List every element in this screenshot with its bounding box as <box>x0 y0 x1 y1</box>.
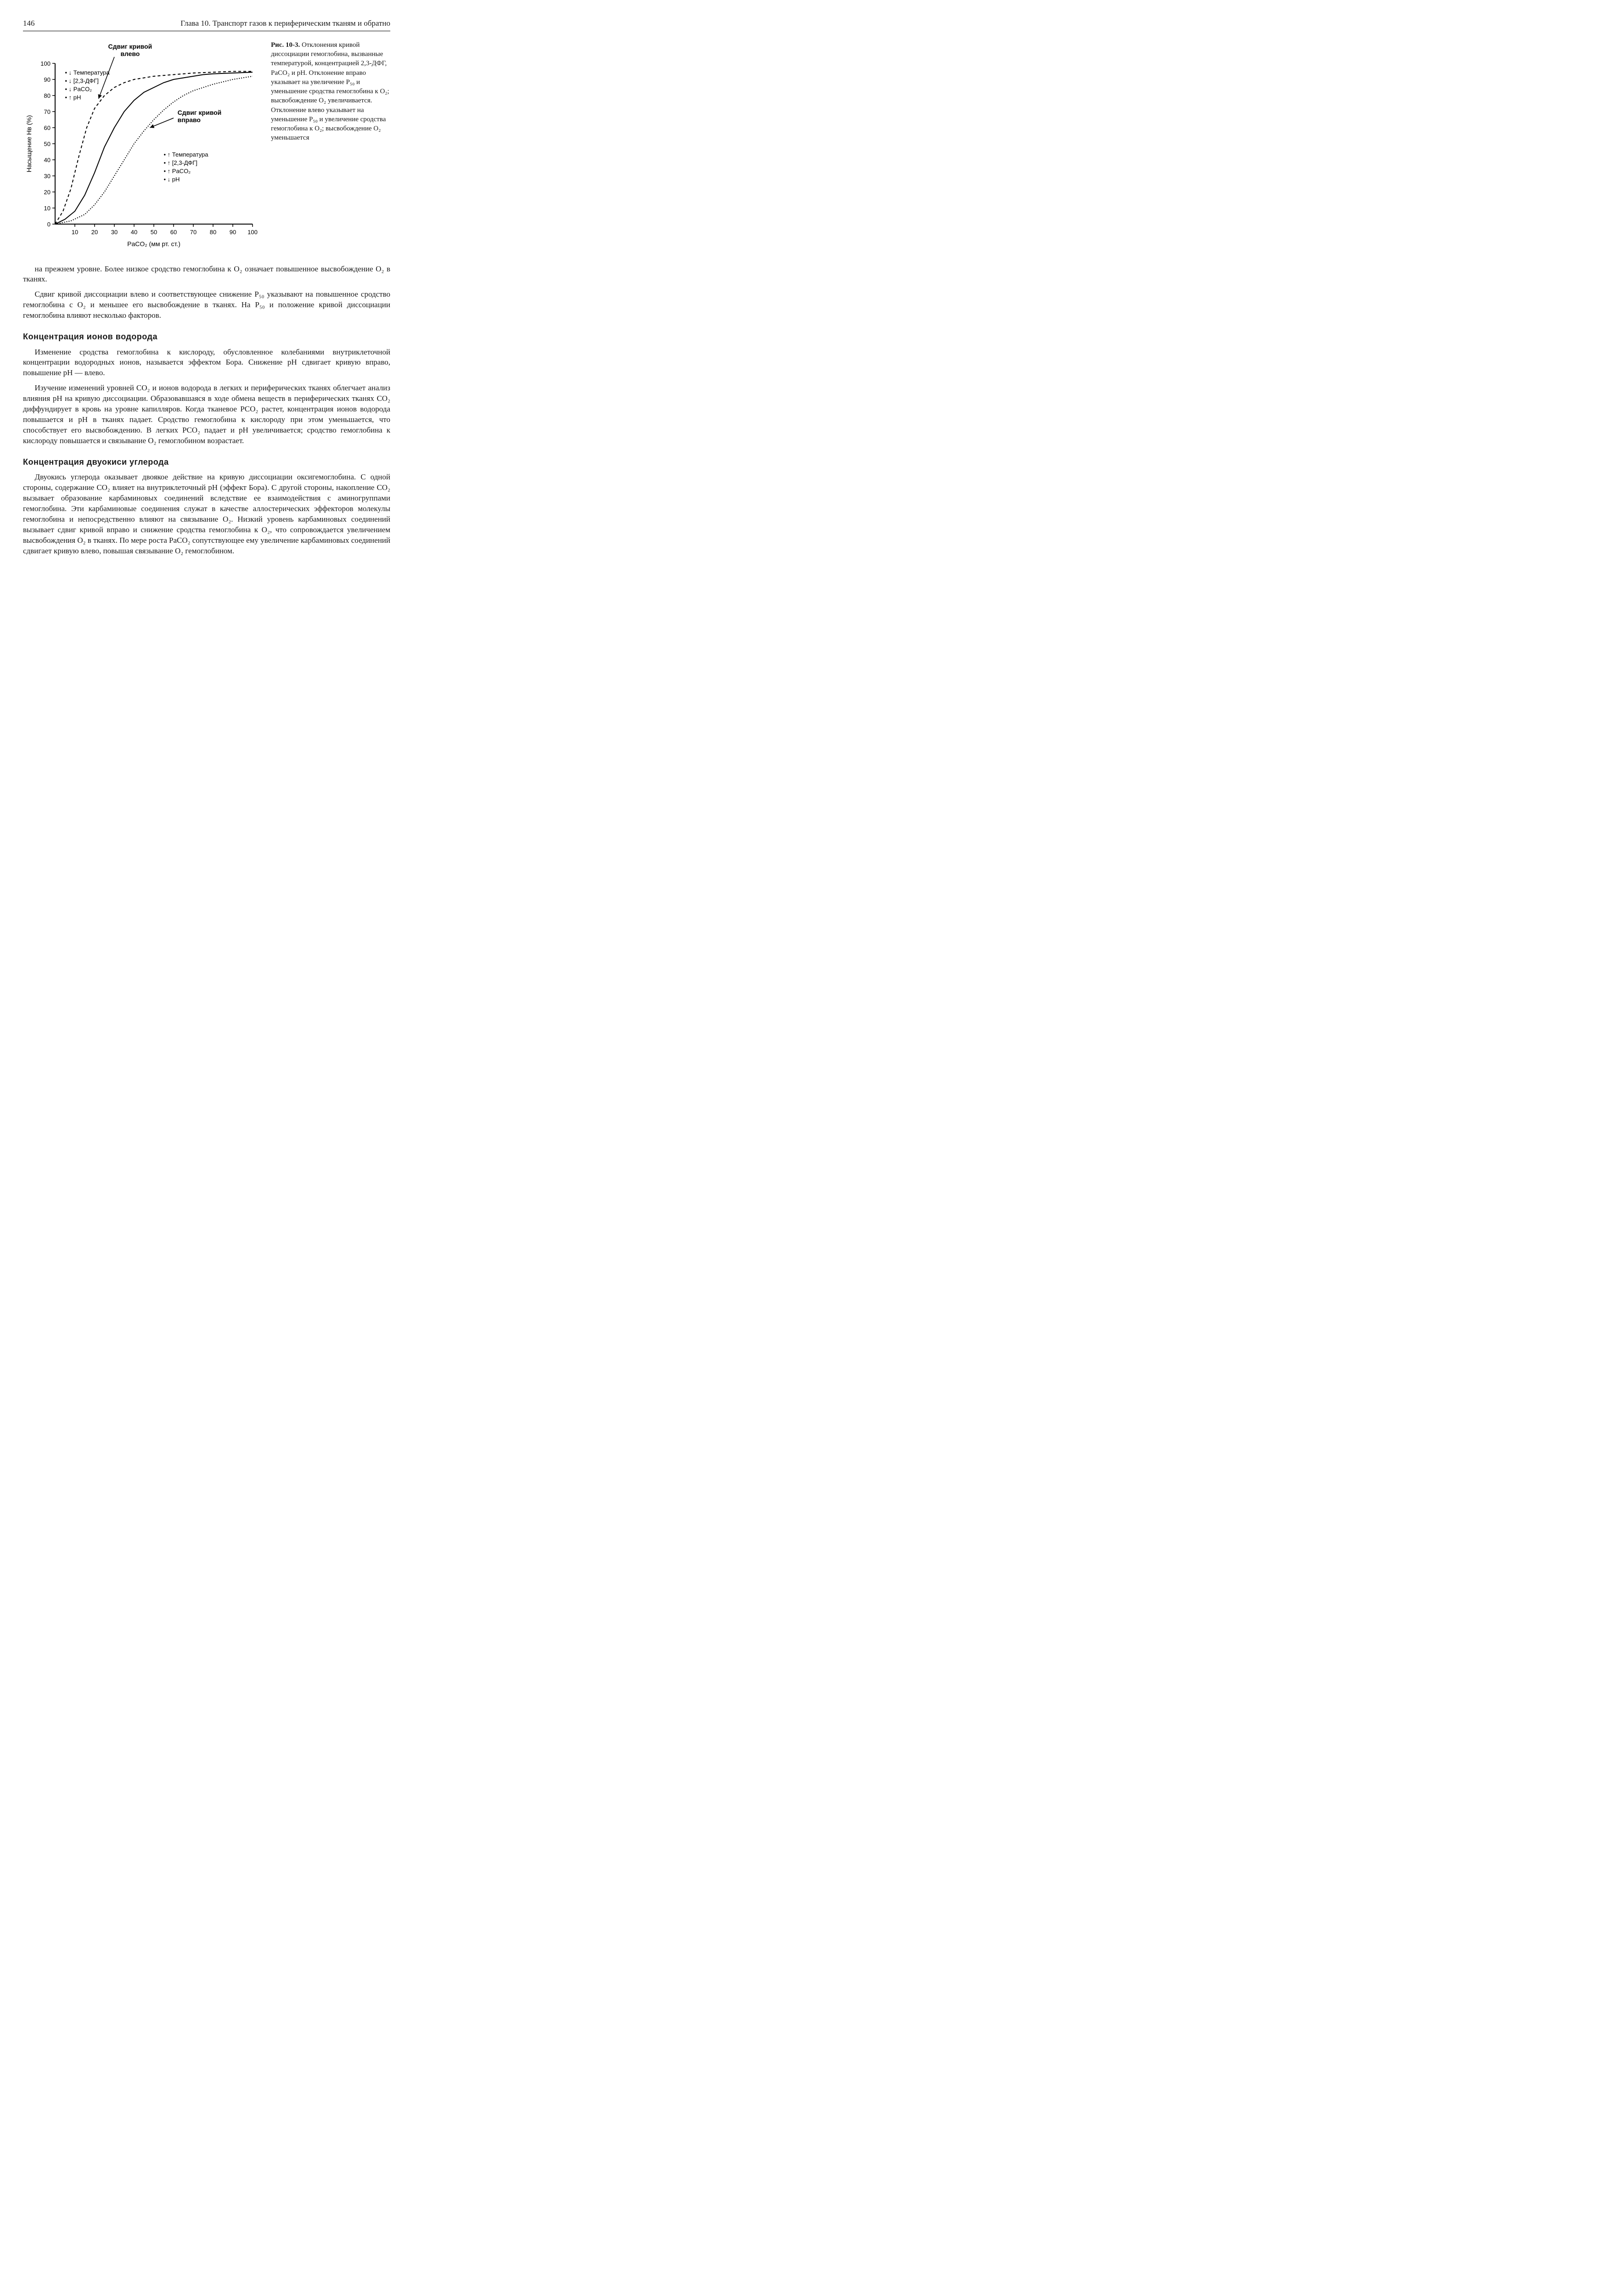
svg-text:60: 60 <box>170 229 177 236</box>
svg-text:Сдвиг кривой: Сдвиг кривой <box>178 109 222 116</box>
paragraph: Изменение сродства гемоглобина к кислоро… <box>23 347 390 379</box>
svg-text:• ↑ Температура: • ↑ Температура <box>164 151 209 158</box>
svg-text:0: 0 <box>47 221 51 228</box>
svg-text:40: 40 <box>131 229 137 236</box>
svg-text:• ↑ pH: • ↑ pH <box>65 94 81 101</box>
figure-caption-text: Отклонения кривой диссоциации гемоглобин… <box>271 41 389 142</box>
svg-text:100: 100 <box>40 60 51 67</box>
paragraph: на прежнем уровне. Более низкое сродство… <box>23 264 390 285</box>
chapter-title: Глава 10. Транспорт газов к периферическ… <box>180 18 390 29</box>
svg-text:10: 10 <box>72 229 78 236</box>
svg-text:Сдвиг кривой: Сдвиг кривой <box>108 43 152 50</box>
svg-text:20: 20 <box>44 189 51 196</box>
dissociation-curve-chart: 0 10 20 30 40 50 60 70 80 90 100 10 20 30 40 50 60 70 80 90… <box>23 40 262 252</box>
svg-text:PaCO₂ (мм рт. ст.): PaCO₂ (мм рт. ст.) <box>127 240 180 248</box>
svg-text:60: 60 <box>44 124 51 131</box>
svg-text:вправо: вправо <box>178 116 201 124</box>
svg-text:• ↑ PaCO₂: • ↑ PaCO₂ <box>164 168 191 174</box>
section-heading: Концентрация двуокиси углерода <box>23 456 390 467</box>
svg-text:50: 50 <box>44 141 51 147</box>
svg-text:• ↑ [2,3-ДФГ]: • ↑ [2,3-ДФГ] <box>164 159 197 166</box>
svg-text:• ↓ [2,3-ДФГ]: • ↓ [2,3-ДФГ] <box>65 77 99 84</box>
svg-text:70: 70 <box>44 108 51 115</box>
chart-container: 0 10 20 30 40 50 60 70 80 90 100 10 20 30 40 50 60 70 80 90… <box>23 40 262 255</box>
svg-text:• ↓ PaCO₂: • ↓ PaCO₂ <box>65 85 92 92</box>
body-text: на прежнем уровне. Более низкое сродство… <box>23 264 390 557</box>
svg-text:40: 40 <box>44 157 51 163</box>
page-number: 146 <box>23 18 35 29</box>
svg-text:100: 100 <box>247 229 258 236</box>
svg-text:влево: влево <box>120 50 140 57</box>
svg-text:Насыщение Hв (%): Насыщение Hв (%) <box>25 115 33 173</box>
svg-text:30: 30 <box>44 173 51 180</box>
svg-text:80: 80 <box>44 92 51 99</box>
svg-text:90: 90 <box>44 76 51 83</box>
figure-caption: Рис. 10-3. Отклонения кривой диссоциации… <box>271 40 390 143</box>
svg-text:• ↓ Температура: • ↓ Температура <box>65 69 110 76</box>
svg-text:10: 10 <box>44 205 51 212</box>
svg-text:30: 30 <box>111 229 118 236</box>
paragraph: Двуокись углерода оказывает двоякое дейс… <box>23 472 390 557</box>
svg-text:20: 20 <box>91 229 98 236</box>
svg-text:50: 50 <box>151 229 157 236</box>
svg-text:80: 80 <box>210 229 216 236</box>
svg-text:90: 90 <box>230 229 236 236</box>
page-header: 146 Глава 10. Транспорт газов к перифери… <box>23 18 390 31</box>
svg-text:70: 70 <box>190 229 197 236</box>
section-heading: Концентрация ионов водорода <box>23 331 390 342</box>
svg-text:• ↓ pH: • ↓ pH <box>164 176 180 183</box>
figure-number: Рис. 10-3. <box>271 41 300 49</box>
paragraph: Сдвиг кривой диссоциации влево и соответ… <box>23 289 390 321</box>
figure-10-3: 0 10 20 30 40 50 60 70 80 90 100 10 20 30 40 50 60 70 80 90… <box>23 40 390 255</box>
paragraph: Изучение изменений уровней CO₂ и ионов в… <box>23 383 390 446</box>
